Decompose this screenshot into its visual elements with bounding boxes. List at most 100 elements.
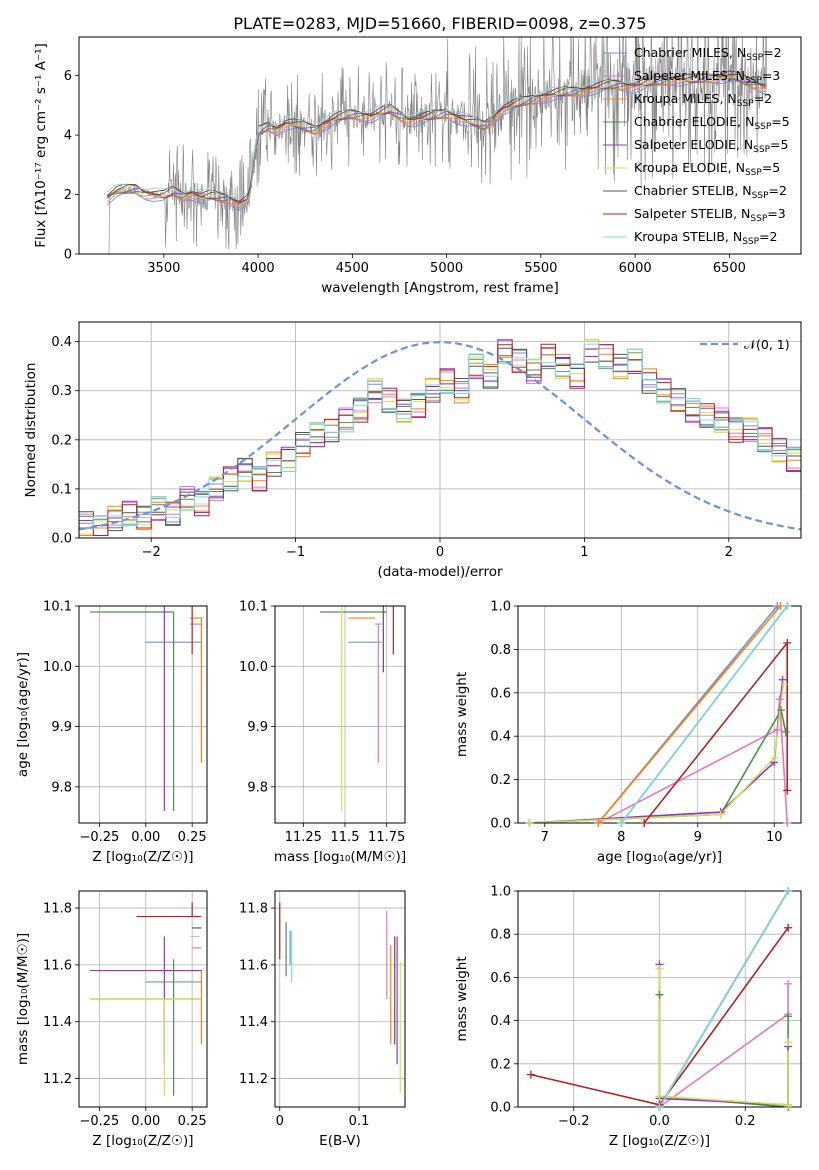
mass-weight-marker bbox=[783, 602, 792, 610]
legend-entry: Salpeter MILES, NSSP=3 bbox=[634, 68, 780, 86]
legend-entry-base: Salpeter ELODIE, N bbox=[634, 137, 753, 152]
plot-area-weight_vs_Z bbox=[530, 891, 789, 1107]
y-axis-label: mass [log₁₀(M/M☉)] bbox=[15, 933, 31, 1065]
x-tick-label: −1 bbox=[286, 545, 305, 560]
mass-weight-marker bbox=[778, 675, 787, 684]
y-tick-label: 11.4 bbox=[239, 1015, 268, 1030]
mass-weight-marker bbox=[784, 1038, 793, 1047]
figure-title: PLATE=0283, MJD=51660, FIBERID=0098, z=0… bbox=[233, 14, 646, 33]
mass-weight-line bbox=[659, 983, 789, 1107]
mass-weight-marker bbox=[784, 923, 793, 932]
axes-mass_vs_ebv: 0 0.1 11.2 11.4 11.6 11.8 E(B-V) bbox=[239, 890, 406, 1149]
mass-weight-marker bbox=[640, 819, 649, 827]
x-tick-label: 7 bbox=[541, 830, 549, 845]
legend-entry-base: Kroupa STELIB, N bbox=[634, 229, 742, 244]
legend-entry: Chabrier STELIB, NSSP=2 bbox=[634, 183, 787, 201]
mass-weight-marker bbox=[784, 979, 793, 988]
y-tick-label: 9.8 bbox=[247, 780, 268, 795]
normal-reference-curve bbox=[79, 341, 801, 531]
axes-frame bbox=[78, 36, 802, 255]
mass-weight-marker bbox=[526, 1070, 535, 1079]
x-tick-label: 0 bbox=[436, 545, 444, 560]
legend-entry-base: Kroupa MILES, N bbox=[634, 91, 737, 106]
mass-weight-marker bbox=[655, 964, 664, 973]
legend-entry-sub: SSP bbox=[752, 191, 769, 201]
mass-weight-marker bbox=[784, 1100, 793, 1109]
y-tick-label: 11.2 bbox=[239, 1072, 268, 1087]
x-tick-label: 11.25 bbox=[285, 830, 322, 845]
mass-weight-marker bbox=[617, 819, 626, 827]
y-tick-label: 4 bbox=[64, 129, 72, 144]
y-tick-label: 0.0 bbox=[51, 532, 72, 547]
legend-entry: Chabrier ELODIE, NSSP=5 bbox=[634, 114, 790, 132]
y-tick-label: 0.3 bbox=[51, 384, 72, 399]
y-tick-label: 0.1 bbox=[51, 482, 72, 497]
mass-weight-marker bbox=[525, 819, 534, 827]
y-tick-label: 6 bbox=[64, 69, 72, 84]
y-tick-label: 0.4 bbox=[490, 1014, 511, 1029]
mass-weight-marker bbox=[770, 753, 779, 762]
x-tick-label: 0.0 bbox=[649, 1114, 670, 1129]
legend-entry: Chabrier MILES, NSSP=2 bbox=[634, 45, 782, 63]
legend-entry-tail: =2 bbox=[759, 229, 777, 244]
x-tick-label: 6500 bbox=[713, 261, 746, 276]
spectrum-model-line bbox=[106, 77, 766, 209]
axes-weight_vs_age: 7 8 9 10 0.0 0.2 0.4 0.6 0.8 1.0 age [log₁₀(age/yr… bbox=[454, 600, 802, 865]
legend-entry-tail: =5 bbox=[770, 137, 788, 152]
spectrum-model-line bbox=[107, 74, 766, 203]
mass-weight-line bbox=[658, 968, 789, 1106]
x-axis-label: Z [log₁₀(Z/Z☉)] bbox=[92, 849, 193, 865]
mass-weight-marker bbox=[781, 727, 790, 736]
spectrum-model-line bbox=[107, 73, 766, 203]
mass-weight-marker bbox=[784, 887, 793, 895]
y-tick-label: 0 bbox=[64, 248, 72, 263]
y-tick-label: 1.0 bbox=[490, 885, 511, 900]
legend-entry-base: Kroupa ELODIE, N bbox=[634, 160, 745, 175]
x-tick-label: 0.25 bbox=[178, 1114, 207, 1129]
spectrum-model-line bbox=[106, 70, 766, 202]
mass-weight-marker bbox=[783, 819, 792, 827]
spectrum-model-line bbox=[107, 73, 766, 204]
plot-area-age_vs_mass bbox=[320, 606, 394, 811]
x-axis-label: age [log₁₀(age/yr)] bbox=[597, 849, 722, 865]
axes-spectrum: 3500 4000 4500 5000 5500 6000 6500 0 2 4 6 waveleng… bbox=[33, 36, 802, 296]
axes-residuals: −2 −1 0 1 2 0.0 0.1 0.2 0.3 0.4 (data-model)/error… bbox=[23, 321, 802, 580]
axes-frame bbox=[274, 890, 406, 1108]
axes-frame bbox=[274, 605, 406, 824]
mass-weight-marker bbox=[773, 725, 782, 734]
x-tick-label: 0.00 bbox=[131, 1114, 160, 1129]
x-tick-label: 0 bbox=[276, 1114, 284, 1129]
plot-area-residuals bbox=[79, 339, 801, 536]
y-tick-label: 2 bbox=[64, 188, 72, 203]
x-tick-label: 3500 bbox=[147, 261, 180, 276]
x-tick-label: −0.25 bbox=[79, 1114, 119, 1129]
legend-entry: Salpeter ELODIE, NSSP=5 bbox=[634, 137, 788, 155]
legend-entry-base: Chabrier ELODIE, N bbox=[634, 114, 754, 129]
axes-frame bbox=[78, 890, 208, 1108]
y-tick-label: 0.8 bbox=[490, 928, 511, 943]
plot-area-weight_vs_age bbox=[529, 606, 788, 823]
plot-area-mass_vs_Z bbox=[90, 902, 203, 1096]
x-tick-label: 11.75 bbox=[368, 830, 405, 845]
residual-legend: 𝒩(0, 1) bbox=[700, 337, 790, 352]
y-axis-label: age [log₁₀(age/yr)] bbox=[15, 652, 31, 777]
x-tick-label: 10 bbox=[766, 830, 783, 845]
legend-entry: Kroupa ELODIE, NSSP=5 bbox=[634, 160, 780, 178]
legend-entry-sub: SSP bbox=[753, 145, 770, 155]
mass-weight-marker bbox=[784, 1012, 793, 1021]
axes-weight_vs_Z: −0.2 0.0 0.2 0.0 0.2 0.4 0.6 0.8 1.0 Z [log₁₀(Z/Z… bbox=[454, 885, 802, 1149]
legend-entry-sub: SSP bbox=[737, 99, 754, 109]
y-tick-label: 0.6 bbox=[490, 971, 511, 986]
y-tick-label: 11.8 bbox=[43, 902, 72, 917]
legend-entry-tail: =2 bbox=[763, 45, 781, 60]
histogram-step-line bbox=[79, 348, 801, 526]
plot-layer: 3500 4000 4500 5000 5500 6000 6500 0 2 4 6 waveleng… bbox=[15, 36, 802, 1149]
mass-weight-marker bbox=[775, 695, 784, 704]
mass-weight-marker bbox=[655, 1092, 664, 1101]
mass-weight-marker bbox=[777, 706, 786, 715]
y-tick-label: 10.1 bbox=[43, 600, 72, 615]
y-tick-label: 0.0 bbox=[490, 817, 511, 832]
legend-entry-base: Chabrier MILES, N bbox=[634, 45, 746, 60]
mass-weight-line bbox=[658, 891, 789, 1107]
